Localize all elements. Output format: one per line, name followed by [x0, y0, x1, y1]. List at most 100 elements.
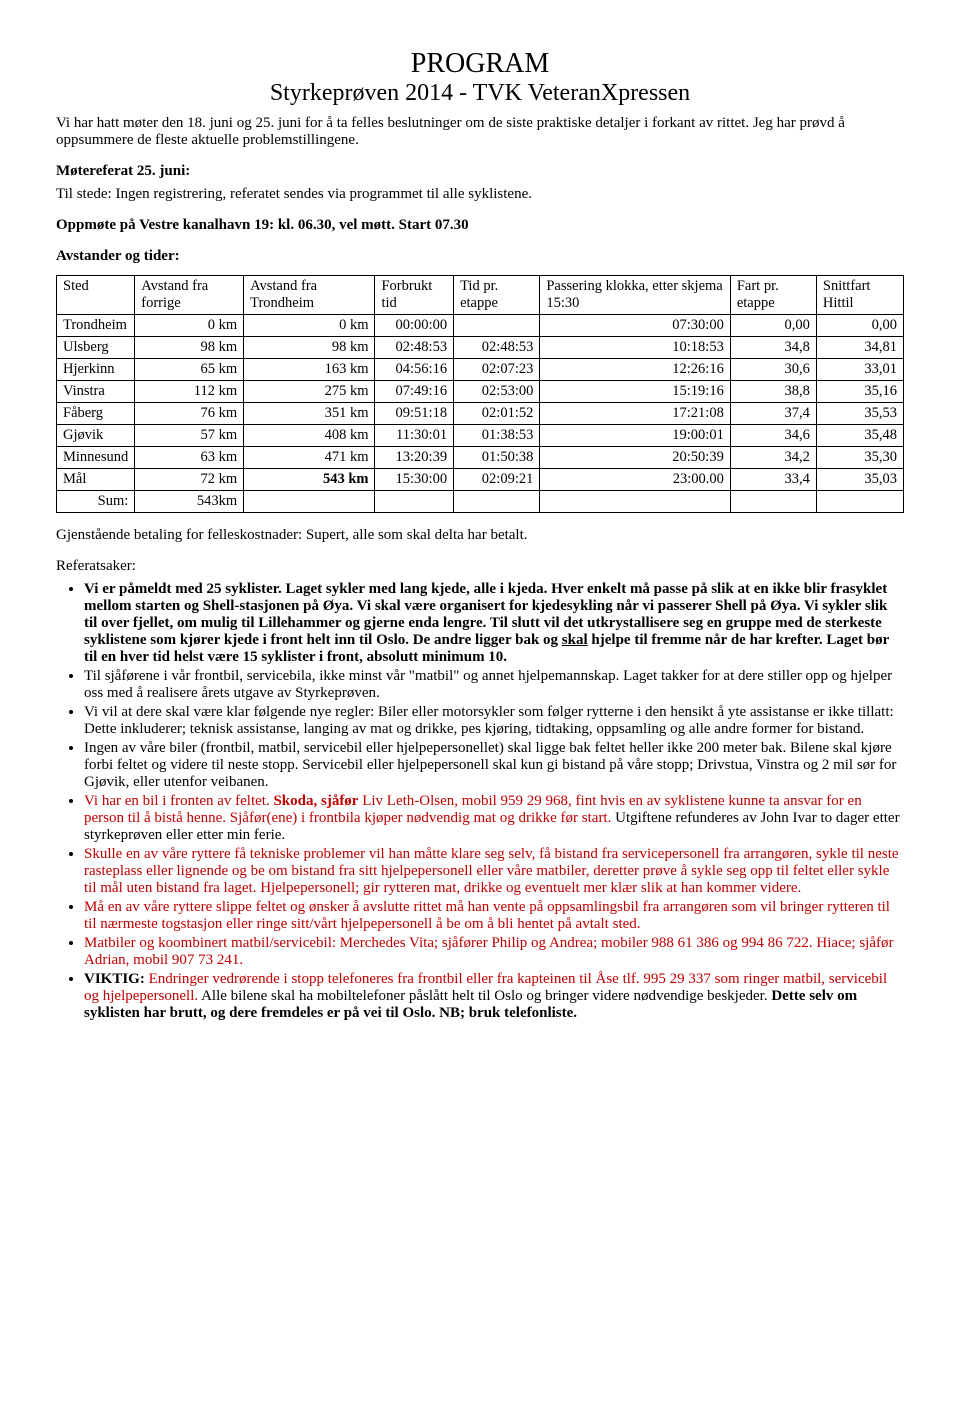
table-cell: [244, 491, 375, 513]
b5-bold: Skoda, sjåfør: [273, 793, 358, 809]
b7-text: Må en av våre ryttere slippe feltet og ø…: [84, 899, 890, 932]
tider-table: Sted Avstand fra forrige Avstand fra Tro…: [56, 275, 904, 513]
table-cell: 0,00: [816, 315, 903, 337]
motereferat-body: Til stede: Ingen registrering, referatet…: [56, 186, 904, 203]
list-item: Må en av våre ryttere slippe feltet og ø…: [84, 899, 904, 933]
table-cell: 12:26:16: [540, 359, 730, 381]
table-cell: 351 km: [244, 403, 375, 425]
table-cell: Gjøvik: [57, 425, 135, 447]
table-cell: 35,53: [816, 403, 903, 425]
table-cell: 02:07:23: [454, 359, 540, 381]
table-cell: 35,03: [816, 469, 903, 491]
th-forbrukt: Forbrukt tid: [375, 276, 454, 315]
table-cell: 04:56:16: [375, 359, 454, 381]
table-cell: Vinstra: [57, 381, 135, 403]
list-item: Matbiler og koombinert matbil/servicebil…: [84, 935, 904, 969]
table-cell: 11:30:01: [375, 425, 454, 447]
table-cell: 112 km: [135, 381, 244, 403]
table-cell: Trondheim: [57, 315, 135, 337]
table-row: Fåberg76 km351 km09:51:1802:01:5217:21:0…: [57, 403, 904, 425]
th-passering: Passering klokka, etter skjema 15:30: [540, 276, 730, 315]
list-item: Ingen av våre biler (frontbil, matbil, s…: [84, 740, 904, 791]
b1-skal: skal: [562, 632, 588, 648]
th-sted: Sted: [57, 276, 135, 315]
table-cell: 275 km: [244, 381, 375, 403]
table-cell: 63 km: [135, 447, 244, 469]
table-cell: 76 km: [135, 403, 244, 425]
table-sum-row: Sum:543km: [57, 491, 904, 513]
b9-black1: Alle bilene skal ha mobiltelefoner påslå…: [198, 988, 771, 1004]
table-cell: 98 km: [135, 337, 244, 359]
table-cell: [454, 491, 540, 513]
list-item: Vi har en bil i fronten av feltet. Skoda…: [84, 793, 904, 844]
table-cell: 38,8: [730, 381, 816, 403]
page-subtitle: Styrkeprøven 2014 - TVK VeteranXpressen: [56, 80, 904, 107]
avstander-heading: Avstander og tider:: [56, 248, 904, 265]
table-cell: 19:00:01: [540, 425, 730, 447]
list-item: Til sjåførene i vår frontbil, servicebil…: [84, 668, 904, 702]
table-cell: Ulsberg: [57, 337, 135, 359]
table-cell: Fåberg: [57, 403, 135, 425]
table-cell: 23:00.00: [540, 469, 730, 491]
referatsaker-label: Referatsaker:: [56, 558, 904, 575]
table-cell: 471 km: [244, 447, 375, 469]
table-cell: 02:48:53: [454, 337, 540, 359]
list-item: Vi er påmeldt med 25 syklister. Laget sy…: [84, 581, 904, 666]
table-cell: 33,4: [730, 469, 816, 491]
motereferat-heading: Møtereferat 25. juni:: [56, 163, 904, 180]
table-cell: 02:01:52: [454, 403, 540, 425]
table-cell: 07:30:00: [540, 315, 730, 337]
table-cell: 02:09:21: [454, 469, 540, 491]
b8-text: Matbiler og koombinert matbil/servicebil…: [84, 935, 893, 968]
oppmote-line: Oppmøte på Vestre kanalhavn 19: kl. 06.3…: [56, 217, 904, 234]
page-title: PROGRAM: [56, 48, 904, 80]
table-row: Mål72 km543 km15:30:0002:09:2123:00.0033…: [57, 469, 904, 491]
table-cell: 01:50:38: [454, 447, 540, 469]
table-cell: 37,4: [730, 403, 816, 425]
table-cell: 0 km: [244, 315, 375, 337]
th-fart: Fart pr. etappe: [730, 276, 816, 315]
table-cell: [454, 315, 540, 337]
table-row: Vinstra112 km275 km07:49:1602:53:0015:19…: [57, 381, 904, 403]
table-row: Gjøvik57 km408 km11:30:0101:38:5319:00:0…: [57, 425, 904, 447]
table-cell: 65 km: [135, 359, 244, 381]
table-cell: 543 km: [244, 469, 375, 491]
th-avstand-forrige: Avstand fra forrige: [135, 276, 244, 315]
table-row: Hjerkinn65 km163 km04:56:1602:07:2312:26…: [57, 359, 904, 381]
table-cell: Hjerkinn: [57, 359, 135, 381]
table-cell: Minnesund: [57, 447, 135, 469]
table-cell: 15:30:00: [375, 469, 454, 491]
table-cell: 10:18:53: [540, 337, 730, 359]
table-cell: 15:19:16: [540, 381, 730, 403]
referatsaker-list: Vi er påmeldt med 25 syklister. Laget sy…: [56, 581, 904, 1022]
table-cell: 57 km: [135, 425, 244, 447]
table-cell: 07:49:16: [375, 381, 454, 403]
b1-text: Vi er påmeldt med 25 syklister. Laget sy…: [84, 581, 889, 665]
table-cell: 30,6: [730, 359, 816, 381]
table-cell: Sum:: [57, 491, 135, 513]
b6-text: Skulle en av våre ryttere få tekniske pr…: [84, 846, 899, 896]
b9-viktig: VIKTIG:: [84, 971, 145, 987]
intro-text: Vi har hatt møter den 18. juni og 25. ju…: [56, 115, 904, 149]
table-cell: 72 km: [135, 469, 244, 491]
table-cell: [816, 491, 903, 513]
table-cell: 0 km: [135, 315, 244, 337]
th-tid-etappe: Tid pr. etappe: [454, 276, 540, 315]
table-cell: 13:20:39: [375, 447, 454, 469]
table-cell: 34,81: [816, 337, 903, 359]
table-cell: Mål: [57, 469, 135, 491]
table-cell: 35,48: [816, 425, 903, 447]
table-cell: 98 km: [244, 337, 375, 359]
table-cell: [540, 491, 730, 513]
table-cell: [730, 491, 816, 513]
list-item: Vi vil at dere skal være klar følgende n…: [84, 704, 904, 738]
table-cell: 02:53:00: [454, 381, 540, 403]
table-cell: 408 km: [244, 425, 375, 447]
table-cell: 01:38:53: [454, 425, 540, 447]
table-cell: 34,8: [730, 337, 816, 359]
table-cell: 17:21:08: [540, 403, 730, 425]
table-row: Ulsberg98 km98 km02:48:5302:48:5310:18:5…: [57, 337, 904, 359]
table-cell: 0,00: [730, 315, 816, 337]
th-avstand-trondheim: Avstand fra Trondheim: [244, 276, 375, 315]
list-item: VIKTIG: Endringer vedrørende i stopp tel…: [84, 971, 904, 1022]
